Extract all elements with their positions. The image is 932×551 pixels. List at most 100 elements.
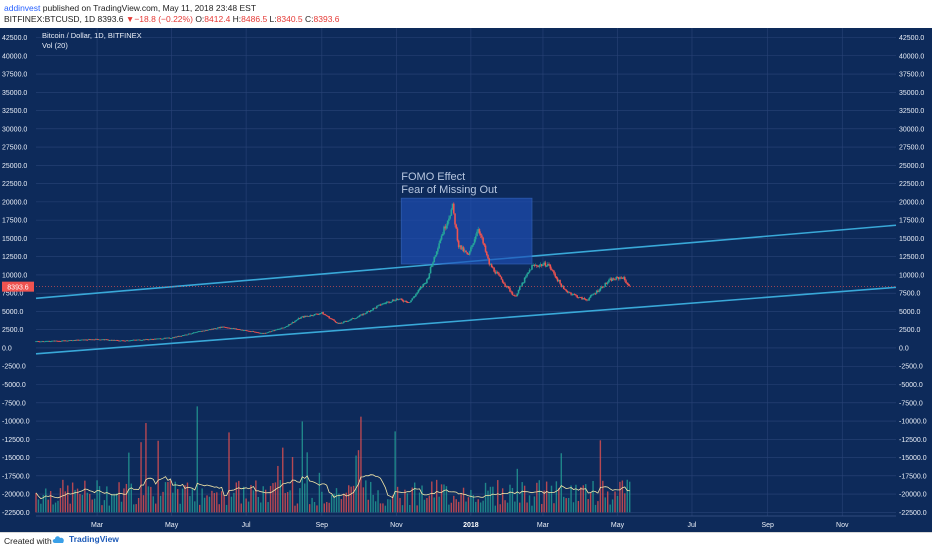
candle-body (562, 286, 565, 289)
candle-body (213, 328, 216, 330)
volume-bar (431, 481, 433, 513)
candle-body (136, 339, 139, 341)
candle-body (512, 294, 515, 296)
volume-bar (289, 490, 291, 513)
candle-body (573, 294, 576, 295)
tradingview-logo[interactable]: TradingView (52, 534, 119, 544)
candle-body (584, 299, 587, 300)
candle-body (373, 307, 376, 309)
volume-bar (89, 493, 91, 513)
candle-body (327, 316, 329, 317)
candle-body (333, 319, 335, 321)
candle-body (445, 225, 448, 229)
volume-bar (580, 487, 582, 513)
symbol-label[interactable]: BITFINEX:BTCUSD, 1D (4, 14, 96, 24)
candle-body (378, 304, 381, 306)
candle-body (252, 331, 255, 332)
candle-body (250, 331, 252, 333)
candle-body (572, 294, 575, 295)
volume-indicator-label: Vol (20) (42, 41, 68, 50)
chart-title: Bitcoin / Dollar, 1D, BITFINEX (42, 31, 142, 40)
volume-bar (133, 504, 135, 513)
volume-bar (450, 502, 453, 513)
candle-body (441, 233, 444, 236)
candle-body (383, 303, 385, 305)
candle-body (418, 288, 421, 291)
volume-bar (384, 505, 387, 513)
candle-body (134, 339, 136, 341)
candle-body (312, 315, 315, 317)
candle-body (591, 294, 593, 296)
candle-body (499, 275, 502, 277)
candle-body (356, 317, 359, 319)
volume-bar (492, 486, 494, 513)
volume-bar (543, 490, 545, 513)
candle-body (551, 269, 554, 271)
candle-body (80, 339, 82, 341)
candle-body (423, 283, 426, 284)
volume-ma-line (35, 474, 630, 500)
candle-body (531, 265, 533, 270)
candle-body (151, 339, 153, 340)
candle-body (505, 285, 508, 287)
volume-bar (435, 479, 438, 513)
candle-body (117, 340, 119, 342)
candle-body (163, 337, 166, 339)
volume-bar (115, 493, 118, 513)
candle-body (514, 295, 516, 297)
candle-body (214, 328, 217, 330)
candle-body (352, 318, 355, 320)
candle-body (44, 341, 47, 342)
grid-lines (36, 28, 896, 516)
candle-body (194, 332, 196, 334)
candle-body (344, 321, 346, 322)
volume-bar (159, 495, 162, 513)
candle-body (595, 290, 598, 294)
candle-body (279, 328, 282, 330)
volume-bar (470, 489, 472, 513)
volume-bar (616, 495, 619, 513)
candle-body (616, 277, 619, 278)
author-link[interactable]: addinvest (4, 3, 41, 13)
candle-body (236, 329, 239, 330)
volume-bar (379, 503, 382, 513)
candle-body (625, 280, 627, 284)
candle-body (626, 283, 629, 285)
volume-bar (64, 491, 67, 513)
candle-body (470, 247, 472, 252)
volume-bar (521, 482, 523, 513)
candle-body (311, 314, 313, 316)
candle-body (355, 318, 357, 319)
volume-bar (565, 498, 567, 513)
candle-body (481, 235, 483, 238)
candle-body (98, 339, 101, 341)
candle-body (87, 339, 90, 341)
candle-body (409, 302, 411, 303)
candle-body (224, 327, 227, 328)
candle-body (263, 332, 266, 334)
candle-body (487, 255, 489, 259)
candle-body (479, 233, 482, 236)
volume-bar (592, 480, 594, 513)
volume-bar (238, 480, 240, 513)
candle-body (362, 313, 365, 316)
volume-bar (235, 482, 238, 513)
candle-body (401, 299, 404, 301)
volume-bar (602, 480, 604, 513)
low-label: L: (269, 14, 277, 24)
x-tick-label: Sep (761, 522, 774, 529)
candle-body (495, 272, 498, 274)
candle-body (269, 331, 272, 333)
candle-body (576, 295, 578, 298)
volume-bar (387, 499, 389, 513)
candle-body (60, 340, 63, 342)
candle-body (567, 292, 570, 294)
candle-body (351, 318, 354, 320)
volume-bar (84, 480, 86, 513)
y-tick-label-right: 0.0 (899, 345, 909, 352)
volume-bar (406, 493, 409, 513)
candle-body (529, 269, 532, 271)
volume-bar (333, 493, 335, 513)
y-tick-label-left: 40000.0 (2, 53, 27, 60)
